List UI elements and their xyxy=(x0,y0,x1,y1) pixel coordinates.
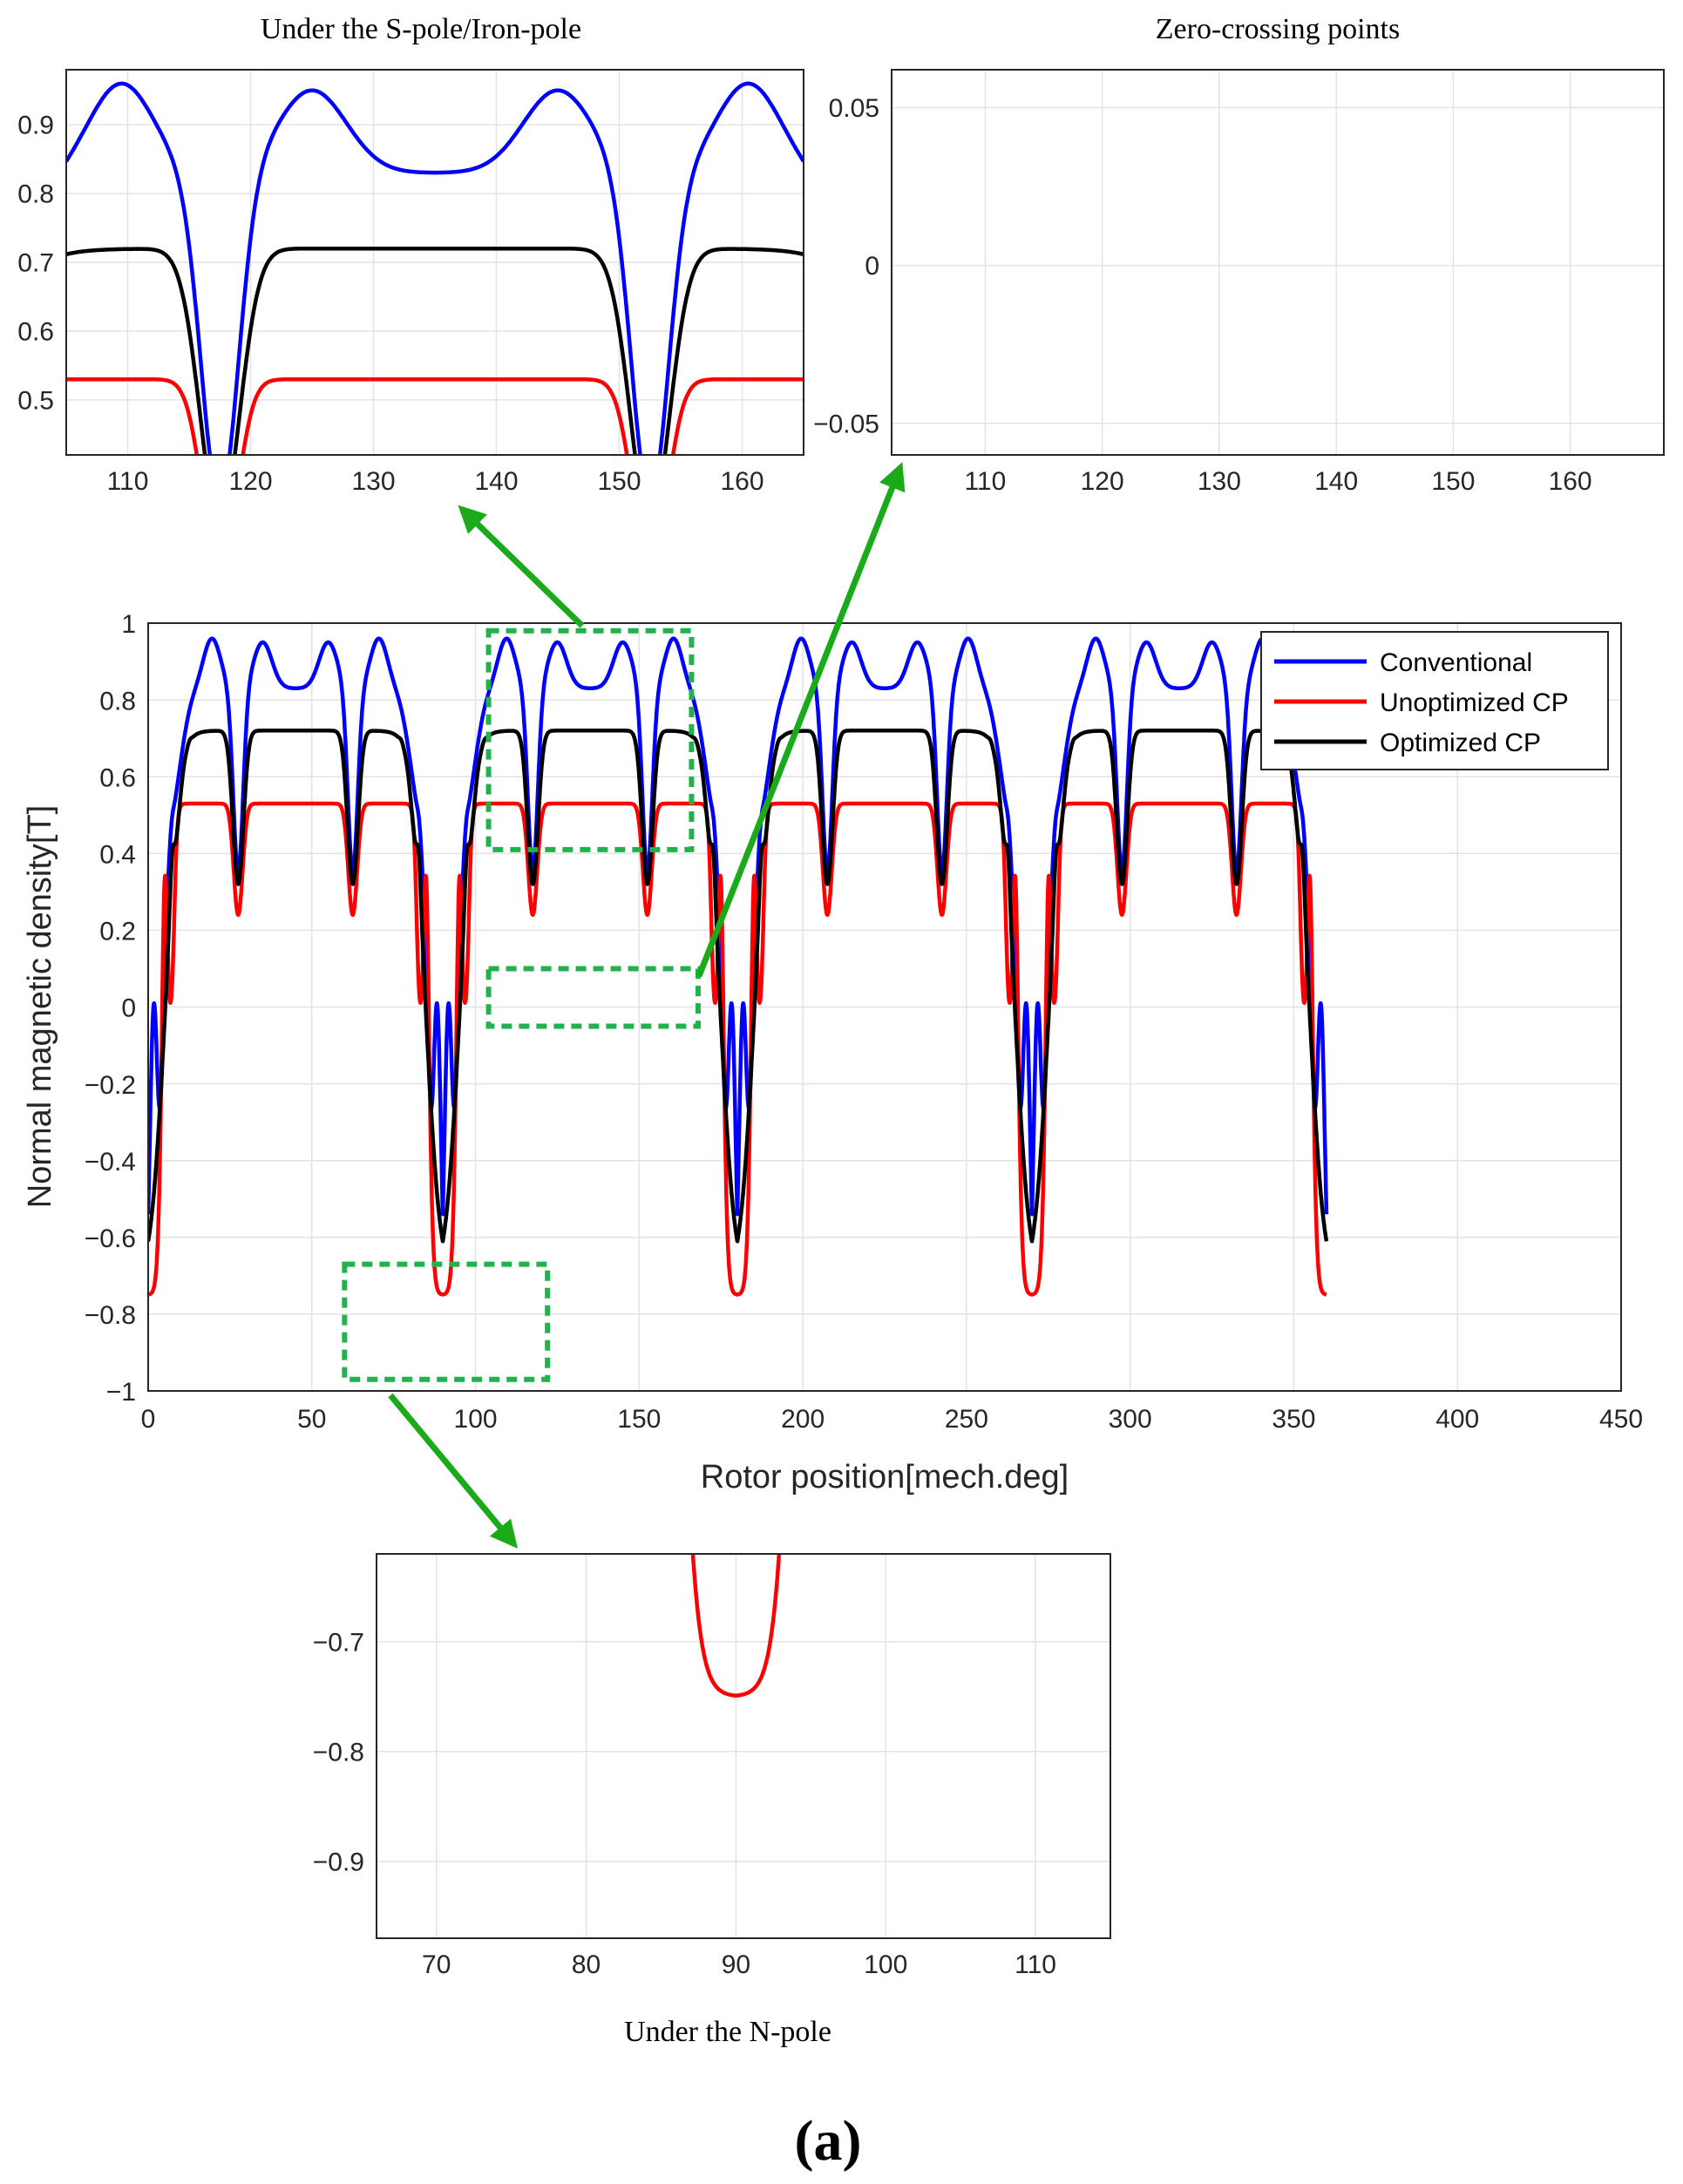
zoom-n-pole-panel: 70 80 90 100 110 −0.9 −0.8 −0.7 Under the N-pol… xyxy=(313,1536,1111,2048)
x-tick-label: 90 xyxy=(722,1950,750,1979)
series-optimized-cp-line xyxy=(377,1536,1110,1543)
arrow-to-n-pole-zoom xyxy=(388,1393,519,1549)
x-tick-label: 130 xyxy=(351,467,395,496)
arrow-to-zero-zoom xyxy=(696,462,906,978)
series-optimized-cp-line xyxy=(148,729,1329,1244)
x-tick-label: 160 xyxy=(720,467,763,496)
highlight-box xyxy=(485,966,701,1029)
y-tick-label: 0.2 xyxy=(99,918,136,946)
series-conventional-line xyxy=(148,636,1329,1217)
highlight-box xyxy=(342,1261,551,1382)
legend: Conventional Unoptimized CP Optimized CP xyxy=(1260,631,1609,770)
x-tick-label: 400 xyxy=(1435,1405,1479,1434)
zoom-s-pole-frame xyxy=(65,69,804,456)
x-tick-label: 120 xyxy=(228,467,272,496)
x-tick-label: 0 xyxy=(141,1405,156,1434)
x-tick-label: 120 xyxy=(1081,467,1124,496)
y-tick-label: 0.8 xyxy=(99,687,136,716)
y-tick-label: −0.4 xyxy=(85,1148,136,1177)
x-tick-label: 150 xyxy=(1431,467,1475,496)
zoom-s-pole-title: Under the S-pole/Iron-pole xyxy=(261,13,581,45)
y-tick-label: −0.2 xyxy=(85,1071,136,1100)
y-tick-label: 0.9 xyxy=(17,112,54,140)
main-xlabel: Rotor position[mech.deg] xyxy=(701,1459,1069,1496)
x-tick-label: 50 xyxy=(297,1405,326,1434)
legend-label-conventional: Conventional xyxy=(1380,648,1532,677)
zoom-arrows xyxy=(388,462,906,1549)
x-tick-label: 150 xyxy=(617,1405,661,1434)
y-tick-label: 0.8 xyxy=(17,180,54,209)
x-tick-label: 200 xyxy=(781,1405,825,1434)
y-tick-label: 1 xyxy=(121,610,136,639)
x-tick-label: 250 xyxy=(945,1405,988,1434)
figure-label: (a) xyxy=(795,2109,862,2173)
x-tick-label: 110 xyxy=(107,467,149,496)
x-tick-label: 80 xyxy=(572,1950,601,1979)
y-tick-label: 0.5 xyxy=(17,386,54,415)
y-tick-label: −0.6 xyxy=(85,1224,136,1253)
y-tick-label: −0.8 xyxy=(313,1738,364,1767)
highlight-box xyxy=(485,627,695,852)
x-tick-label: 450 xyxy=(1599,1405,1643,1434)
y-tick-label: −0.7 xyxy=(313,1628,364,1657)
y-tick-label: −0.05 xyxy=(813,410,879,438)
highlight-boxes xyxy=(342,627,701,1382)
x-tick-label: 160 xyxy=(1549,467,1592,496)
x-tick-label: 110 xyxy=(1015,1950,1056,1979)
y-tick-label: 0 xyxy=(121,994,136,1023)
x-tick-label: 350 xyxy=(1272,1405,1315,1434)
y-tick-label: 0.6 xyxy=(99,763,136,792)
y-tick-label: −0.9 xyxy=(313,1848,364,1876)
zoom-zero-panel: Zero-crossing points 110 120 130 140 150 160 −… xyxy=(813,13,1665,496)
zoom-zero-frame xyxy=(891,69,1665,456)
zoom-s-pole-panel: Under the S-pole/Iron-pole 110 120 130 140 1… xyxy=(17,13,804,496)
y-tick-label: −0.8 xyxy=(85,1301,136,1330)
y-tick-label: 0.7 xyxy=(17,249,54,278)
y-tick-label: 0.4 xyxy=(99,841,136,870)
y-tick-label: 0 xyxy=(865,252,879,281)
main-chart-frame xyxy=(147,622,1622,1392)
x-tick-label: 150 xyxy=(597,467,641,496)
x-tick-label: 140 xyxy=(474,467,518,496)
x-tick-label: 130 xyxy=(1198,467,1241,496)
series-conventional-line xyxy=(66,81,804,455)
series-unoptimized-cp-line xyxy=(148,801,1328,1297)
x-tick-label: 300 xyxy=(1109,1405,1152,1434)
zoom-n-pole-title: Under the N-pole xyxy=(624,2016,831,2048)
main-ylabel: Normal magnetic density[T] xyxy=(22,805,58,1209)
y-tick-label: 0.6 xyxy=(17,317,54,346)
series-unoptimized-cp-line xyxy=(690,1554,782,1698)
arrow-to-s-pole-zoom xyxy=(458,505,585,628)
zoom-zero-title: Zero-crossing points xyxy=(1156,13,1400,45)
y-tick-label: −1 xyxy=(106,1378,136,1407)
series-optimized-cp-line xyxy=(66,246,804,455)
legend-label-optimized: Optimized CP xyxy=(1380,729,1541,757)
zoom-n-pole-frame xyxy=(376,1553,1111,1939)
series-unoptimized-cp-line xyxy=(66,376,804,455)
x-tick-label: 100 xyxy=(454,1405,498,1434)
main-chart: 0 50 100 150 200 250 300 350 400 450 −1 −0.8 −0.6 −0.… xyxy=(22,610,1643,1496)
x-tick-label: 140 xyxy=(1314,467,1358,496)
legend-label-unoptimized: Unoptimized CP xyxy=(1380,688,1569,717)
y-tick-label: 0.05 xyxy=(829,94,879,123)
x-tick-label: 100 xyxy=(864,1950,907,1979)
x-tick-label: 70 xyxy=(422,1950,451,1979)
x-tick-label: 110 xyxy=(964,467,1006,496)
